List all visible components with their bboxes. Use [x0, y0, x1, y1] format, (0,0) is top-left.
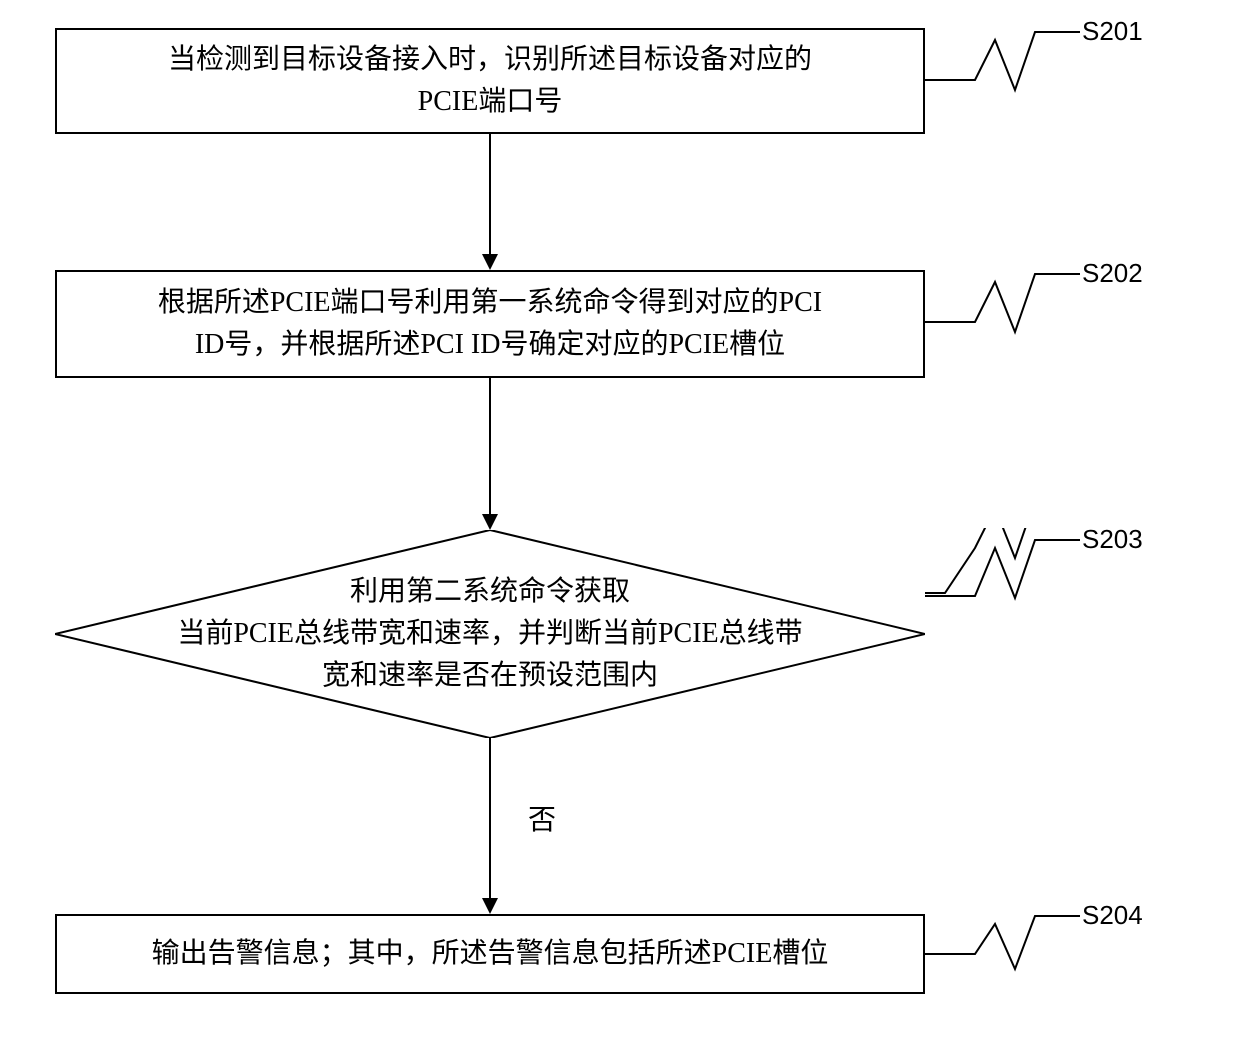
edge-label-no: 否 — [528, 798, 556, 838]
zigzag-connector-s201 — [925, 20, 1085, 100]
decision-box-s203: 利用第二系统命令获取 当前PCIE总线带宽和速率，并判断当前PCIE总线带 宽和… — [55, 530, 925, 738]
process-text: 输出告警信息；其中，所述告警信息包括所述PCIE槽位 — [152, 933, 829, 975]
arrowhead — [482, 514, 498, 530]
process-text: 当检测到目标设备接入时，识别所述目标设备对应的 PCIE端口号 — [168, 39, 812, 123]
edge-s203-s204 — [489, 738, 491, 898]
arrowhead — [482, 898, 498, 914]
process-box-s201: 当检测到目标设备接入时，识别所述目标设备对应的 PCIE端口号 — [55, 28, 925, 134]
process-box-s204: 输出告警信息；其中，所述告警信息包括所述PCIE槽位 — [55, 914, 925, 994]
zigzag-connector-s202 — [925, 262, 1085, 342]
zigzag-connector-s203 — [925, 528, 1085, 608]
process-text: 根据所述PCIE端口号利用第一系统命令得到对应的PCI ID号，并根据所述PCI… — [158, 282, 822, 366]
arrowhead — [482, 254, 498, 270]
step-label-s204: S204 — [1082, 900, 1143, 931]
edge-s202-s203 — [489, 378, 491, 514]
process-box-s202: 根据所述PCIE端口号利用第一系统命令得到对应的PCI ID号，并根据所述PCI… — [55, 270, 925, 378]
decision-text: 利用第二系统命令获取 当前PCIE总线带宽和速率，并判断当前PCIE总线带 宽和… — [177, 571, 802, 697]
zigzag-connector-s204 — [925, 904, 1085, 984]
edge-s201-s202 — [489, 134, 491, 254]
step-label-s202: S202 — [1082, 258, 1143, 289]
step-label-s203: S203 — [1082, 524, 1143, 555]
step-label-s201: S201 — [1082, 16, 1143, 47]
